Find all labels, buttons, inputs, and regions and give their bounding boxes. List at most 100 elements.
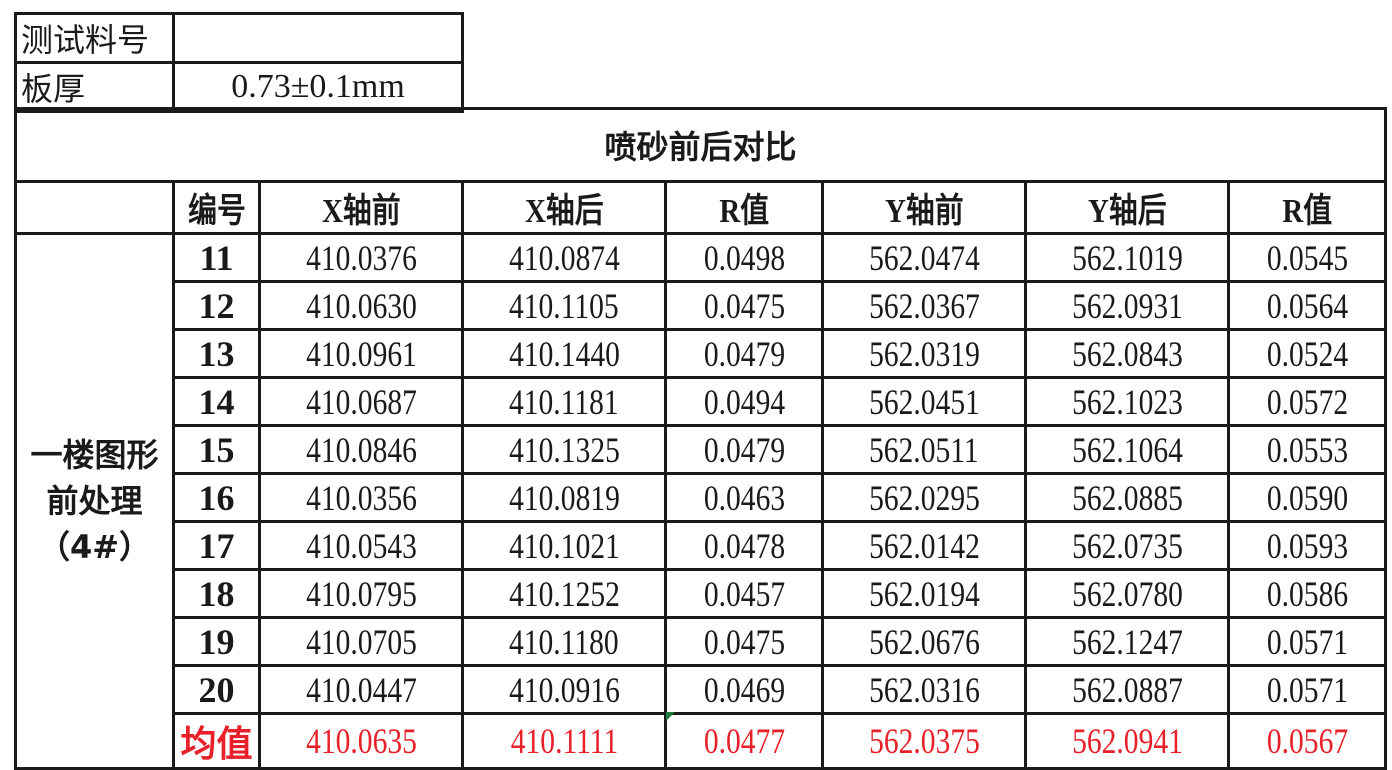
value-cell[interactable]: 410.1021 xyxy=(461,520,667,571)
thickness-value-cell[interactable]: 0.73±0.1mm xyxy=(172,61,464,113)
cell-text: 410.0795 xyxy=(305,573,417,614)
value-cell[interactable]: 562.0316 xyxy=(821,664,1027,715)
cell-text: 0.0475 xyxy=(703,621,785,662)
average-value-cell[interactable]: 562.0375 xyxy=(821,712,1027,770)
value-cell[interactable]: 410.1440 xyxy=(461,328,667,379)
value-cell[interactable]: 562.1247 xyxy=(1024,616,1230,667)
row-number-cell[interactable]: 12 xyxy=(172,280,261,331)
value-cell[interactable]: 0.0524 xyxy=(1227,328,1387,379)
row-number-cell[interactable]: 16 xyxy=(172,472,261,523)
material-value-cell[interactable] xyxy=(172,12,464,64)
cell-text: 0.0524 xyxy=(1266,333,1348,374)
material-label: 测试料号 xyxy=(14,12,175,64)
cell-text: 410.0916 xyxy=(508,669,620,710)
value-cell[interactable]: 410.0356 xyxy=(258,472,464,523)
value-cell[interactable]: 0.0469 xyxy=(664,664,824,715)
row-number-cell[interactable]: 19 xyxy=(172,616,261,667)
value-cell[interactable]: 562.1023 xyxy=(1024,376,1230,427)
value-cell[interactable]: 562.0843 xyxy=(1024,328,1230,379)
average-value-cell[interactable]: 562.0941 xyxy=(1024,712,1230,770)
value-cell[interactable]: 410.0961 xyxy=(258,328,464,379)
cell-text: 12 xyxy=(198,285,235,326)
value-cell[interactable]: 562.0931 xyxy=(1024,280,1230,331)
value-cell[interactable]: 410.0705 xyxy=(258,616,464,667)
column-header-label: X轴后 xyxy=(524,193,604,230)
value-cell[interactable]: 0.0479 xyxy=(664,424,824,475)
value-cell[interactable]: 410.0630 xyxy=(258,280,464,331)
value-cell[interactable]: 562.0451 xyxy=(821,376,1027,427)
cell-text: 410.0635 xyxy=(305,721,417,761)
value-cell[interactable]: 410.0846 xyxy=(258,424,464,475)
value-cell[interactable]: 410.1180 xyxy=(461,616,667,667)
row-number-cell[interactable]: 14 xyxy=(172,376,261,427)
row-number-cell[interactable]: 20 xyxy=(172,664,261,715)
cell-text: 13 xyxy=(198,333,235,374)
value-cell[interactable]: 562.0885 xyxy=(1024,472,1230,523)
cell-text: 17 xyxy=(198,525,235,566)
value-cell[interactable]: 562.1019 xyxy=(1024,232,1230,283)
average-value-cell[interactable]: 0.0477 xyxy=(664,712,824,770)
cell-text: 562.0843 xyxy=(1071,333,1183,374)
value-cell[interactable]: 0.0586 xyxy=(1227,568,1387,619)
cell-text: 562.0676 xyxy=(868,621,980,662)
value-cell[interactable]: 410.0874 xyxy=(461,232,667,283)
value-cell[interactable]: 0.0463 xyxy=(664,472,824,523)
value-cell[interactable]: 0.0479 xyxy=(664,328,824,379)
cell-text: 0.0564 xyxy=(1266,285,1348,326)
value-cell[interactable]: 562.0676 xyxy=(821,616,1027,667)
value-cell[interactable]: 562.0319 xyxy=(821,328,1027,379)
value-cell[interactable]: 410.1181 xyxy=(461,376,667,427)
cell-text: 562.0316 xyxy=(868,669,980,710)
header-row: 编号 X轴前 X轴后 R值 Y轴前 Y轴后 R值 xyxy=(14,180,1387,235)
cell-text: 均值 xyxy=(180,724,253,765)
value-cell[interactable]: 410.1325 xyxy=(461,424,667,475)
value-cell[interactable]: 410.0916 xyxy=(461,664,667,715)
value-cell[interactable]: 0.0475 xyxy=(664,280,824,331)
value-cell[interactable]: 410.1252 xyxy=(461,568,667,619)
value-cell[interactable]: 0.0593 xyxy=(1227,520,1387,571)
value-cell[interactable]: 0.0571 xyxy=(1227,664,1387,715)
row-number-cell[interactable]: 13 xyxy=(172,328,261,379)
value-cell[interactable]: 0.0553 xyxy=(1227,424,1387,475)
value-cell[interactable]: 0.0457 xyxy=(664,568,824,619)
value-cell[interactable]: 562.0887 xyxy=(1024,664,1230,715)
average-value-cell[interactable]: 0.0567 xyxy=(1227,712,1387,770)
cell-text: 562.1064 xyxy=(1071,429,1183,470)
value-cell[interactable]: 410.0543 xyxy=(258,520,464,571)
average-value-cell[interactable]: 410.0635 xyxy=(258,712,464,770)
cell-text: 562.1247 xyxy=(1071,621,1183,662)
value-cell[interactable]: 562.0295 xyxy=(821,472,1027,523)
value-cell[interactable]: 0.0564 xyxy=(1227,280,1387,331)
value-cell[interactable]: 0.0571 xyxy=(1227,616,1387,667)
value-cell[interactable]: 0.0478 xyxy=(664,520,824,571)
value-cell[interactable]: 410.0795 xyxy=(258,568,464,619)
value-cell[interactable]: 562.0511 xyxy=(821,424,1027,475)
value-cell[interactable]: 562.0367 xyxy=(821,280,1027,331)
row-number-cell[interactable]: 18 xyxy=(172,568,261,619)
value-cell[interactable]: 0.0475 xyxy=(664,616,824,667)
value-cell[interactable]: 410.0687 xyxy=(258,376,464,427)
cell-text: 562.0780 xyxy=(1071,573,1183,614)
value-cell[interactable]: 410.0447 xyxy=(258,664,464,715)
table-row: 19 410.0705 410.1180 0.0475 562.0676 562.1247… xyxy=(16,616,1387,667)
value-cell[interactable]: 0.0572 xyxy=(1227,376,1387,427)
value-cell[interactable]: 562.0142 xyxy=(821,520,1027,571)
value-cell[interactable]: 562.0735 xyxy=(1024,520,1230,571)
row-number-cell[interactable]: 15 xyxy=(172,424,261,475)
row-number-cell[interactable]: 17 xyxy=(172,520,261,571)
value-cell[interactable]: 0.0494 xyxy=(664,376,824,427)
average-value-cell[interactable]: 410.1111 xyxy=(461,712,667,770)
value-cell[interactable]: 562.0194 xyxy=(821,568,1027,619)
value-cell[interactable]: 410.0376 xyxy=(258,232,464,283)
value-cell[interactable]: 0.0590 xyxy=(1227,472,1387,523)
row-number-cell[interactable]: 11 xyxy=(172,232,261,283)
value-cell[interactable]: 410.1105 xyxy=(461,280,667,331)
value-cell[interactable]: 562.1064 xyxy=(1024,424,1230,475)
value-cell[interactable]: 562.0780 xyxy=(1024,568,1230,619)
value-cell[interactable]: 0.0498 xyxy=(664,232,824,283)
value-cell[interactable]: 562.0474 xyxy=(821,232,1027,283)
average-label-cell[interactable]: 均值 xyxy=(172,712,261,770)
value-cell[interactable]: 410.0819 xyxy=(461,472,667,523)
cell-text: 410.1440 xyxy=(508,333,620,374)
value-cell[interactable]: 0.0545 xyxy=(1227,232,1387,283)
